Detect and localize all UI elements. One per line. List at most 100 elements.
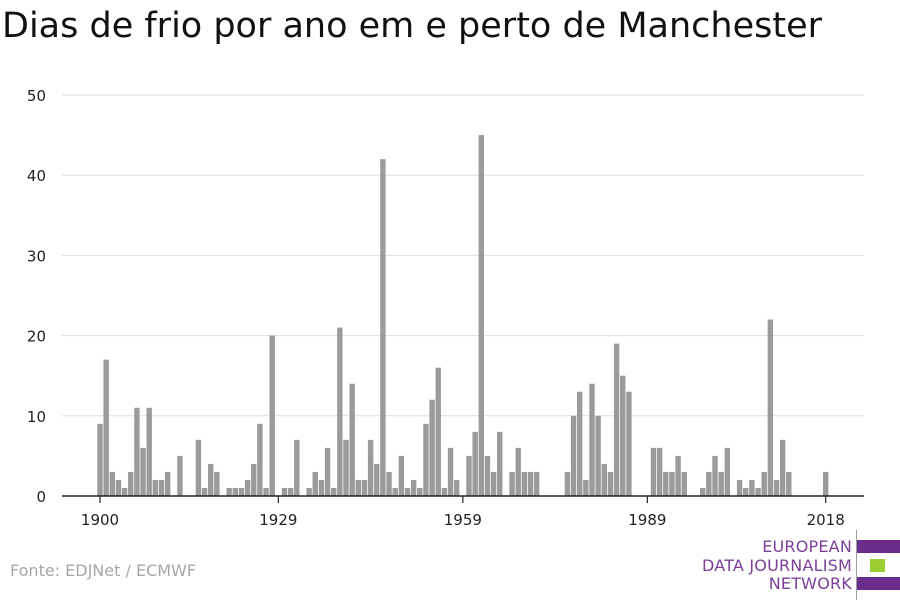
bar-1979 (583, 479, 589, 496)
logo-text: EUROPEAN DATA JOURNALISM NETWORK (702, 537, 852, 594)
bar-1953 (423, 423, 429, 496)
bar-1954 (429, 399, 435, 496)
bar-1995 (681, 471, 687, 496)
bar-1990 (650, 447, 657, 496)
bar-1905 (128, 471, 134, 496)
bar-1911 (164, 471, 171, 496)
bar-2018 (823, 471, 829, 496)
y-tick-label: 20 (27, 328, 46, 346)
bar-1902 (109, 471, 115, 496)
bar-1967 (509, 471, 515, 496)
bar-1922 (232, 487, 238, 496)
bar-1945 (374, 463, 380, 496)
bar-1981 (595, 415, 601, 496)
bar-1908 (146, 407, 152, 496)
x-tick-label: 1929 (259, 511, 297, 529)
bar-1901 (103, 359, 109, 496)
y-axis-ticks: 0 10 20 30 40 50 (27, 87, 46, 506)
y-tick-label: 40 (27, 167, 46, 185)
bar-1909 (152, 479, 159, 496)
bar-1928 (269, 335, 275, 496)
bar-1907 (140, 447, 146, 496)
bar-2004 (736, 479, 743, 496)
bar-1946 (380, 159, 386, 496)
bar-1951 (410, 479, 417, 496)
y-tick-label: 50 (27, 87, 46, 105)
bar-1931 (287, 487, 294, 496)
x-axis: 1900 1929 1959 1989 2018 (62, 495, 864, 529)
bar-1943 (361, 479, 368, 496)
bar-1937 (324, 447, 331, 496)
logo-line-data-journalism: DATA JOURNALISM (702, 555, 852, 575)
bar-2007 (755, 487, 761, 496)
bar-2012 (786, 471, 792, 496)
bar-1984 (613, 343, 620, 496)
bar-2010 (773, 479, 780, 496)
bar-1913 (177, 455, 183, 496)
x-tick-label: 1900 (81, 511, 119, 529)
bar-1969 (521, 471, 528, 496)
logo-bar-middle (870, 559, 885, 572)
bar-1942 (355, 479, 361, 496)
bar-1923 (238, 487, 245, 496)
bar-1955 (435, 367, 441, 496)
bar-1983 (607, 471, 614, 496)
bar-1903 (115, 479, 122, 496)
bar-1910 (158, 479, 165, 496)
bar-1971 (533, 471, 540, 496)
bar-2001 (718, 471, 724, 496)
bar-1930 (281, 487, 288, 496)
bar-1941 (349, 383, 355, 496)
bar-1960 (466, 455, 472, 496)
bars (97, 135, 829, 496)
bar-1991 (656, 447, 663, 496)
bar-1986 (626, 391, 632, 496)
bar-1932 (294, 439, 300, 496)
bar-1927 (263, 487, 269, 496)
chart-title: Dias de frio por ano em e perto de Manch… (2, 6, 823, 46)
bar-1948 (392, 487, 398, 496)
bar-1916 (195, 439, 202, 496)
bar-1925 (251, 463, 257, 496)
bar-1964 (490, 471, 497, 496)
x-tick-label: 2018 (807, 511, 845, 529)
logo-bar-top (857, 540, 900, 553)
logo-line-european: EUROPEAN (762, 537, 852, 556)
bar-1919 (214, 471, 220, 496)
bar-1970 (527, 471, 534, 496)
bar-1921 (226, 487, 232, 496)
bar-1985 (620, 375, 626, 496)
x-tick-label: 1989 (628, 511, 666, 529)
bar-1958 (454, 479, 460, 496)
bar-1934 (306, 487, 312, 496)
bar-1900 (97, 423, 103, 496)
bar-1918 (208, 463, 214, 496)
bar-1936 (318, 479, 325, 496)
bar-1994 (675, 455, 681, 496)
bar-1977 (570, 415, 577, 496)
bar-1952 (417, 487, 423, 496)
bar-2000 (712, 455, 718, 496)
bar-1904 (121, 487, 128, 496)
bar-1965 (497, 431, 503, 496)
bar-1949 (398, 455, 405, 496)
bar-1926 (257, 423, 263, 496)
bar-1980 (589, 383, 595, 496)
bar-1924 (244, 479, 251, 496)
y-tick-label: 10 (27, 408, 46, 426)
bar-2005 (743, 487, 749, 496)
bar-1906 (134, 407, 140, 496)
bar-1935 (312, 471, 318, 496)
bar-1993 (669, 471, 675, 496)
bar-2011 (779, 439, 786, 496)
logo-bar-bottom (857, 577, 900, 590)
bar-2008 (761, 471, 767, 496)
bar-1978 (577, 391, 583, 496)
bar-2009 (767, 319, 774, 496)
logo-line-network: NETWORK (768, 574, 852, 593)
bar-1982 (601, 463, 607, 496)
bar-1968 (515, 447, 521, 496)
bar-1962 (478, 135, 484, 496)
y-tick-label: 30 (27, 247, 46, 265)
edjnet-logo: EUROPEAN DATA JOURNALISM NETWORK (600, 530, 900, 600)
